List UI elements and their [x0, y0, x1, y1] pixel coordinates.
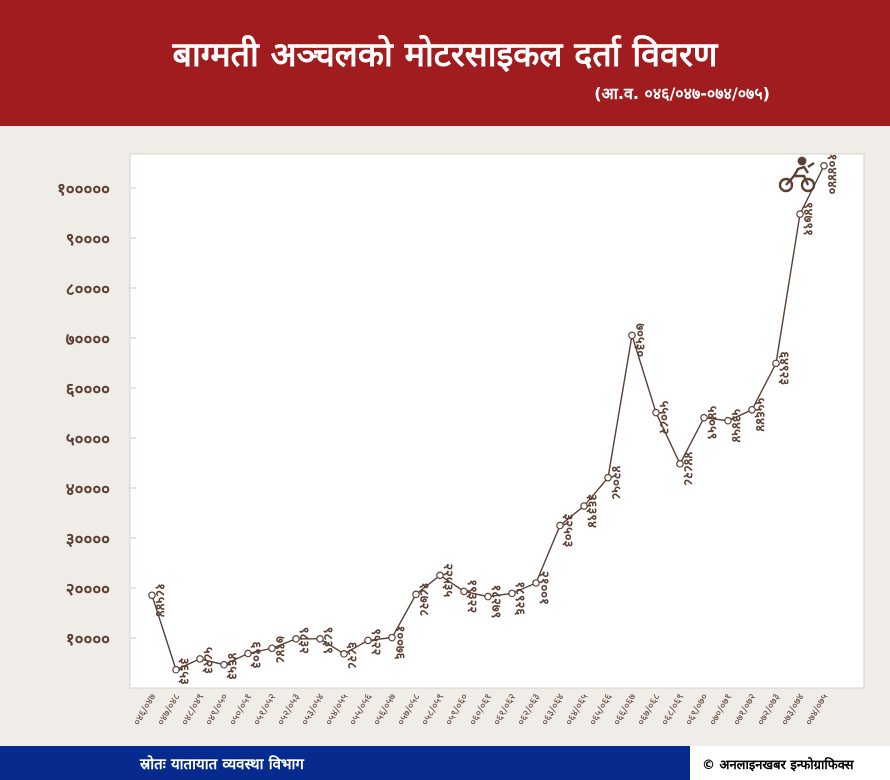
data-point	[724, 416, 732, 425]
data-label: १८७२८	[416, 582, 431, 616]
data-point	[364, 636, 372, 645]
credit-text: © अनलाइनखबर इन्फोग्राफिक्स	[702, 758, 854, 773]
data-label: २२५३५	[440, 563, 455, 597]
plot-background	[129, 153, 865, 689]
data-label: १८५४४	[152, 583, 167, 617]
credit-box: © अनलाइनखबर इन्फोग्राफिक्स	[690, 746, 890, 780]
data-point	[196, 655, 204, 663]
data-label: ९५२२	[368, 628, 383, 655]
data-point	[700, 413, 708, 422]
page-title: बाग्मती अञ्चलको मोटरसाइकल दर्ता विवरण	[172, 35, 718, 75]
data-label: ९८३९	[320, 627, 335, 654]
data-point	[268, 644, 276, 653]
data-label: ९४७९१	[800, 202, 815, 236]
data-point	[340, 650, 348, 658]
data-point	[676, 460, 684, 468]
data-point	[772, 359, 780, 368]
data-point	[244, 649, 252, 658]
y-tick-label: ९००००	[66, 230, 110, 250]
header-banner: बाग्मती अञ्चलको मोटरसाइकल दर्ता विवरण (आ…	[0, 0, 890, 126]
data-point	[796, 210, 804, 218]
data-label: २१००१	[536, 571, 551, 605]
data-point	[748, 405, 756, 414]
data-label: १००७६	[392, 626, 407, 660]
footer-bar: स्रोतः यातायात व्यवस्था विभाग © अनलाइनखब…	[0, 746, 890, 780]
data-point	[580, 502, 588, 510]
data-label: ६९०३	[248, 641, 263, 668]
data-label: ५८२३	[200, 647, 215, 674]
source-text: स्रोतः यातायात व्यवस्था विभाग	[140, 755, 304, 773]
page-subtitle: (आ.व. ०४६/०४७-०७४/०७५)	[594, 84, 770, 103]
data-label: ४६५३	[224, 653, 239, 680]
x-tick-label: ०७४/०७५	[804, 692, 831, 727]
data-point	[316, 635, 324, 643]
y-tick-label: ८००००	[66, 280, 110, 300]
data-label: १८९२६	[512, 581, 527, 615]
data-point	[652, 408, 660, 417]
data-label: ३२५०३	[560, 513, 575, 547]
data-label: ५५६४४	[752, 398, 767, 432]
data-point	[436, 571, 444, 580]
data-label: ३६५३	[176, 658, 191, 685]
data-point	[532, 579, 540, 587]
data-label: ४२०५८	[608, 466, 623, 500]
data-point	[220, 660, 228, 669]
data-point	[604, 473, 612, 482]
data-label: ७०५३०	[632, 323, 647, 357]
data-point	[508, 589, 516, 598]
y-tick-label: १०००००	[57, 180, 110, 200]
data-point	[628, 331, 636, 340]
y-tick-label: ७००००	[66, 330, 110, 350]
data-point	[388, 633, 396, 642]
data-point	[292, 635, 300, 643]
y-tick-label: ३००००	[66, 530, 110, 550]
data-point	[412, 590, 420, 599]
y-tick-label: १००००	[66, 630, 110, 650]
line-chart: १०००० २०००० ३०००० ४०००० ५०००० ६०००० ७०००० ८००००…	[57, 153, 865, 727]
data-label: १०४४४०	[824, 154, 839, 195]
data-label: ५३४५४	[728, 409, 743, 443]
y-tick-label: २००००	[66, 580, 110, 600]
data-point	[820, 161, 828, 170]
y-tick-label: ४००००	[66, 480, 110, 500]
data-point	[460, 587, 468, 596]
data-label: १८२७९	[488, 585, 503, 619]
data-point	[148, 591, 156, 600]
motorcycle-rider-icon	[778, 156, 816, 193]
data-label: ६४९२३	[776, 351, 791, 385]
data-label: १९३२२	[464, 579, 479, 613]
data-label: ६८२८	[344, 642, 359, 669]
data-label: ९८३२	[296, 627, 311, 654]
y-tick-label: ६००००	[66, 380, 110, 400]
data-label: ३६३९४	[584, 494, 599, 528]
y-tick-label: ५००००	[66, 430, 110, 450]
chart-area: १०००० २०००० ३०००० ४०००० ५०००० ६०००० ७०००० ८००००…	[0, 126, 890, 746]
data-point	[556, 521, 564, 530]
data-point	[484, 592, 492, 601]
data-point	[172, 665, 180, 674]
data-label: ४४८२८	[680, 452, 695, 486]
data-label: ५५०८२	[656, 401, 671, 435]
data-label: ७९४८	[272, 636, 287, 663]
data-label: ५४०५९	[704, 406, 719, 440]
